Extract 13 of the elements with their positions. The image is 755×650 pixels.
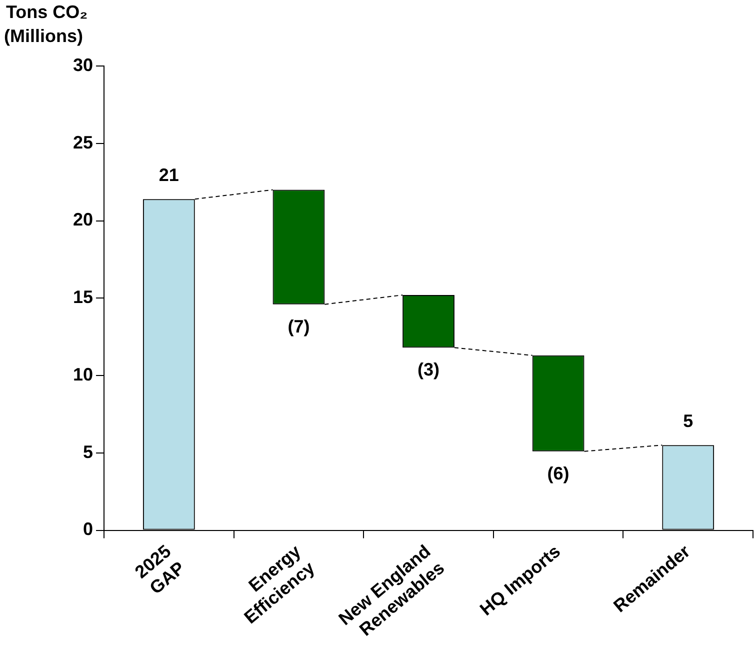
y-tick-label: 5 <box>83 442 94 462</box>
y-tick-label: 0 <box>83 519 94 540</box>
y-axis-title: Tons CO₂ (Millions) <box>4 2 88 46</box>
data-label: 21 <box>158 165 179 186</box>
data-label: 5 <box>683 411 694 432</box>
data-label: (7) <box>288 316 310 336</box>
y-tick-label: 20 <box>72 210 94 230</box>
y-tick-label: 10 <box>72 364 94 384</box>
y-tick-label: 30 <box>72 54 94 75</box>
data-label: (3) <box>418 360 440 380</box>
data-label: (6) <box>547 463 570 484</box>
y-tick-label: 15 <box>72 287 94 308</box>
y-tick-label: 25 <box>72 132 94 152</box>
